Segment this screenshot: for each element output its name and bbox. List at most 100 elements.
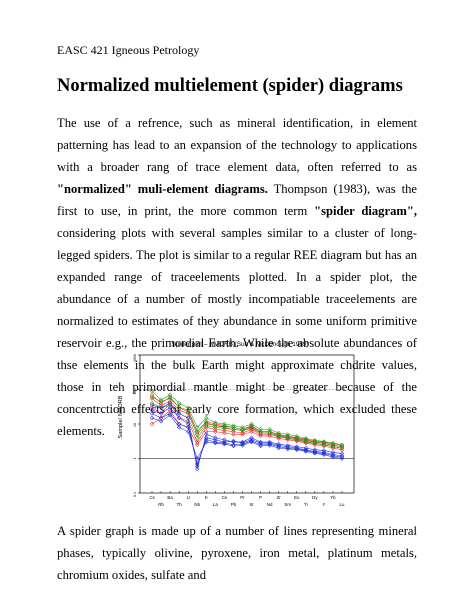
- data-point: [176, 425, 182, 430]
- data-point: [231, 427, 236, 432]
- data-point: [176, 411, 182, 416]
- data-point: [149, 405, 155, 410]
- data-point: [158, 403, 164, 408]
- data-point: [204, 432, 209, 437]
- x-tick-label: Nd: [267, 502, 273, 507]
- data-point: [231, 443, 236, 449]
- x-tick-label: Dy: [312, 495, 318, 500]
- plot-frame: [139, 354, 355, 494]
- data-point: [276, 436, 281, 441]
- series-line: [151, 394, 343, 446]
- data-point: [330, 445, 336, 451]
- data-point: [321, 452, 327, 457]
- course-header: EASC 421 Igneous Petrology: [57, 43, 200, 57]
- x-tick-label: Lu: [340, 502, 345, 507]
- spider-plot-chart: Spider plot – NMORB (Sun & McDonough 198…: [118, 341, 355, 507]
- data-point: [204, 437, 209, 442]
- x-tick-label: Y: [322, 502, 325, 507]
- data-point: [149, 421, 155, 427]
- data-point: [303, 439, 309, 444]
- data-point: [185, 409, 191, 415]
- series-line: [151, 413, 343, 465]
- data-point: [149, 415, 155, 421]
- data-point: [213, 420, 218, 425]
- data-point: [222, 421, 227, 427]
- data-point: [213, 437, 218, 442]
- x-tick-label: Sm: [284, 502, 291, 507]
- data-point: [195, 442, 200, 447]
- data-point: [339, 454, 345, 460]
- x-tick-label: K: [205, 495, 208, 500]
- data-point: [185, 421, 191, 427]
- data-point: [267, 430, 272, 436]
- data-point: [149, 388, 155, 394]
- x-tick-label: Ba: [167, 495, 173, 500]
- data-point: [204, 429, 209, 434]
- data-point: [339, 444, 345, 449]
- bold-term-normalized: "normalized" muli-element diagrams.: [57, 182, 268, 196]
- data-point: [321, 442, 327, 447]
- data-point: [149, 403, 155, 408]
- series-line: [151, 396, 343, 447]
- data-point: [285, 446, 290, 452]
- x-tick-label: Zr: [277, 495, 282, 500]
- data-point: [222, 426, 227, 431]
- data-point: [167, 396, 173, 401]
- data-point: [158, 399, 164, 404]
- data-point: [339, 451, 345, 456]
- data-point: [258, 427, 263, 432]
- data-point: [330, 454, 336, 460]
- data-point: [258, 443, 263, 449]
- data-point: [276, 445, 281, 451]
- series-line: [151, 402, 343, 449]
- data-point: [213, 425, 218, 430]
- data-point: [249, 438, 254, 444]
- data-point: [204, 423, 209, 428]
- data-point: [195, 461, 200, 467]
- chart-title: Spider plot – NMORB (Sun & McDonough 198…: [171, 341, 308, 348]
- data-point: [312, 451, 318, 456]
- data-point: [330, 440, 336, 446]
- x-tick-label: Yb: [330, 495, 336, 500]
- data-point: [158, 405, 164, 410]
- x-tick-label: Ce: [222, 495, 228, 500]
- data-point: [231, 432, 236, 437]
- x-tick-label: Sr: [249, 502, 254, 507]
- data-point: [213, 429, 218, 434]
- data-point: [240, 432, 245, 437]
- data-point: [258, 433, 263, 439]
- page-title: Normalized multielement (spider) diagram…: [57, 76, 403, 96]
- y-tick-label: 0.1: [133, 492, 137, 497]
- data-point: [303, 449, 309, 454]
- data-point: [258, 430, 263, 436]
- y-tick-label: 10: [133, 423, 137, 427]
- data-point: [185, 425, 191, 430]
- data-point: [249, 439, 254, 445]
- data-point: [231, 429, 236, 434]
- series-line: [151, 407, 343, 468]
- data-point: [167, 392, 173, 398]
- data-point: [213, 440, 218, 446]
- x-tick-label: Rb: [158, 502, 164, 507]
- y-tick-label: 100: [133, 389, 137, 395]
- series-11: [149, 413, 345, 461]
- data-point: [204, 439, 209, 445]
- data-point: [267, 443, 272, 448]
- x-tick-label: La: [213, 502, 218, 507]
- x-tick-label: Th: [177, 502, 183, 507]
- data-point: [285, 432, 290, 437]
- data-point: [195, 466, 200, 472]
- body-paragraph-1: The use of a refrence, such as mineral i…: [57, 112, 417, 442]
- data-point: [339, 456, 345, 461]
- x-tick-label: Nb: [194, 502, 200, 507]
- data-point: [294, 437, 299, 442]
- series-8: [149, 401, 345, 472]
- data-point: [294, 447, 299, 452]
- data-point: [249, 421, 254, 427]
- data-point: [176, 401, 182, 406]
- x-tick-label: Ti: [304, 502, 308, 507]
- series-line: [151, 414, 343, 460]
- data-point: [176, 408, 182, 413]
- x-tick-label: U: [187, 495, 190, 500]
